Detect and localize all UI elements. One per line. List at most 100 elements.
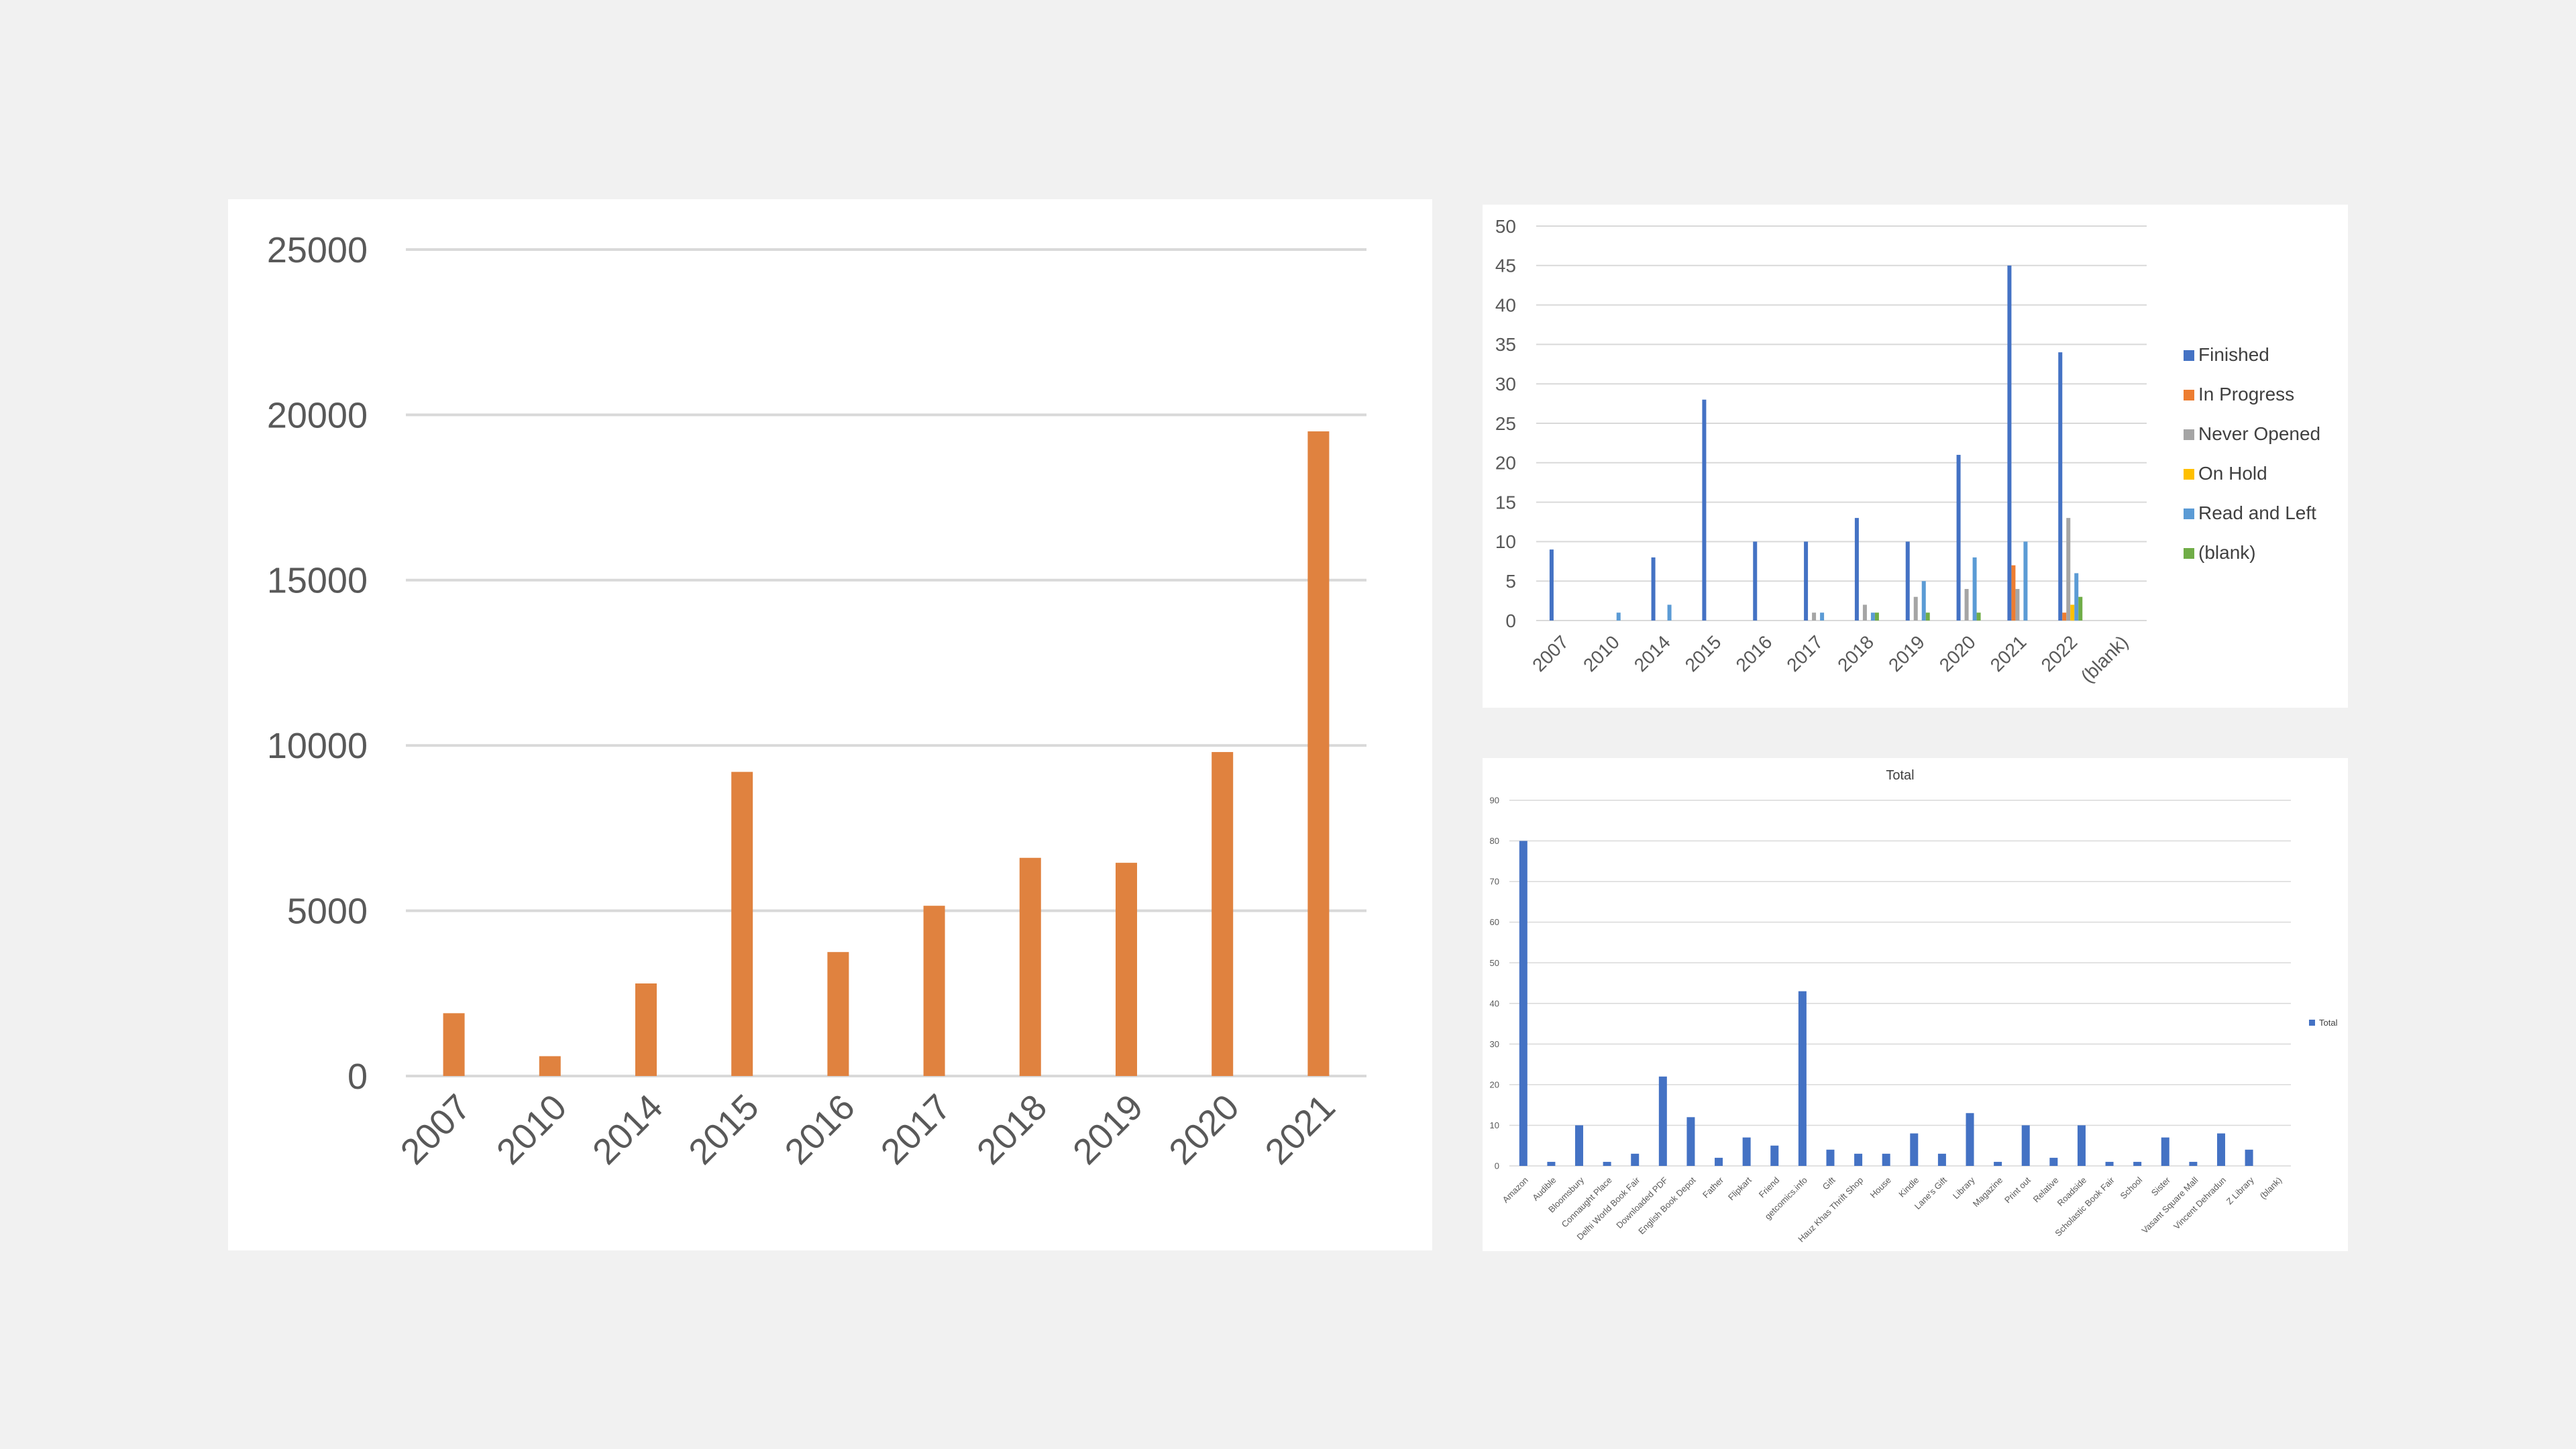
x-tick-label: Sister bbox=[2149, 1175, 2173, 1198]
bar--blank--2018 bbox=[1874, 612, 1879, 621]
y-tick-label: 25000 bbox=[267, 230, 368, 270]
x-tick-label: Flipkart bbox=[1726, 1175, 1754, 1202]
bar-total-bloomsbury bbox=[1575, 1125, 1584, 1166]
bar-never-opened-2021 bbox=[2015, 588, 2020, 621]
bar-total-sister bbox=[2161, 1137, 2169, 1166]
legend-swatch bbox=[2184, 548, 2194, 559]
x-tick-label: Gift bbox=[1821, 1175, 1837, 1191]
bar-total-hauz-khas-thrift-shop bbox=[1854, 1153, 1863, 1166]
x-tick-label: House bbox=[1868, 1175, 1893, 1200]
y-tick-label: 0 bbox=[1505, 610, 1516, 631]
x-tick-label: Magazine bbox=[1971, 1175, 2004, 1209]
y-tick-label: 50 bbox=[1490, 958, 1499, 968]
bar-finished-2017 bbox=[1804, 541, 1809, 621]
bar-total-school bbox=[2133, 1161, 2142, 1166]
chart-title: Total bbox=[1886, 768, 1914, 783]
legend-label: Finished bbox=[2198, 344, 2269, 365]
bar-read-and-left-2010 bbox=[1616, 612, 1621, 621]
bar-value-2020 bbox=[1212, 752, 1234, 1076]
x-tick-label: Connaught Place bbox=[1560, 1175, 1614, 1230]
legend-label: On Hold bbox=[2198, 463, 2267, 484]
bar-never-opened-2022 bbox=[2066, 518, 2071, 621]
legend-swatch bbox=[2309, 1020, 2315, 1026]
bar-in-progress-2022 bbox=[2062, 612, 2067, 621]
bar-finished-2014 bbox=[1651, 557, 1656, 621]
status-clustered-bar-chart: 0 5 10 15 20 25 30 35 40 45 50 2007 2010 2014 2015 2016… bbox=[1495, 216, 2320, 687]
bar-value-2019 bbox=[1116, 863, 1137, 1076]
bar-finished-2022 bbox=[2058, 352, 2063, 621]
y-tick-label: 40 bbox=[1490, 998, 1499, 1008]
x-tick-label: Vincent Dehradun bbox=[2171, 1175, 2228, 1232]
x-tick-label: 2018 bbox=[1833, 631, 1878, 676]
y-tick-label: 40 bbox=[1495, 294, 1516, 315]
x-tick-label: 2010 bbox=[1579, 631, 1623, 676]
bar-read-and-left-2021 bbox=[2023, 541, 2028, 621]
bar-total-vasant-square-mall bbox=[2189, 1161, 2198, 1166]
y-tick-label: 10 bbox=[1495, 531, 1516, 552]
bar-total-flipkart bbox=[1742, 1137, 1751, 1166]
y-tick-label: 35 bbox=[1495, 334, 1516, 355]
y-tick-label: 5000 bbox=[287, 892, 368, 932]
x-tick-label: 2016 bbox=[1732, 631, 1776, 676]
bar-read-and-left-2018 bbox=[1870, 612, 1875, 621]
bar-total-print-out bbox=[2021, 1125, 2030, 1166]
bar-never-opened-2018 bbox=[1862, 604, 1867, 621]
legend-label: (blank) bbox=[2198, 542, 2256, 563]
bar-value-2015 bbox=[731, 771, 753, 1076]
bar-total-scholastic-book-fair bbox=[2105, 1161, 2114, 1166]
y-tick-label: 15 bbox=[1495, 492, 1516, 513]
x-tick-label: 2020 bbox=[1935, 631, 1980, 676]
y-tick-label: 15000 bbox=[267, 561, 368, 601]
legend-label: Never Opened bbox=[2198, 423, 2320, 444]
x-tick-label: 2014 bbox=[585, 1087, 670, 1172]
bar-total-amazon bbox=[1519, 841, 1527, 1166]
legend-label: Read and Left bbox=[2198, 502, 2316, 523]
bar-in-progress-2021 bbox=[2011, 565, 2016, 621]
y-tick-label: 10000 bbox=[267, 726, 368, 766]
bar-never-opened-2017 bbox=[1812, 612, 1817, 621]
chart-panel-years: 0 5000 10000 15000 20000 25000 2007 2010 2014 201… bbox=[228, 199, 1432, 1250]
legend-swatch bbox=[2184, 350, 2194, 361]
y-tick-label: 30 bbox=[1495, 374, 1516, 394]
bar-read-and-left-2014 bbox=[1667, 604, 1672, 621]
bar-total-relative bbox=[2049, 1157, 2058, 1166]
legend-swatch bbox=[2184, 508, 2194, 519]
x-tick-label: Downloaded PDF bbox=[1614, 1175, 1670, 1230]
bar-total-gift bbox=[1826, 1149, 1835, 1166]
y-tick-label: 45 bbox=[1495, 256, 1516, 276]
x-tick-label: 2007 bbox=[393, 1087, 478, 1172]
y-tick-label: 0 bbox=[1495, 1161, 1499, 1171]
x-tick-label: 2007 bbox=[1528, 631, 1572, 676]
y-tick-label: 5 bbox=[1505, 571, 1516, 592]
bar-total-magazine bbox=[1994, 1161, 2002, 1166]
bar-total-delhi-world-book-fair bbox=[1631, 1153, 1640, 1166]
x-tick-label: 2015 bbox=[681, 1087, 766, 1172]
bar-read-and-left-2020 bbox=[1972, 557, 1977, 621]
x-tick-label: 2018 bbox=[969, 1087, 1055, 1172]
x-tick-label: 2019 bbox=[1884, 631, 1929, 676]
bar-finished-2015 bbox=[1702, 399, 1707, 621]
x-tick-label: 2010 bbox=[489, 1087, 574, 1172]
x-tick-label: Amazon bbox=[1501, 1175, 1530, 1205]
x-tick-label: Z Library bbox=[2224, 1175, 2256, 1206]
y-tick-label: 70 bbox=[1490, 877, 1499, 887]
bar-finished-2018 bbox=[1854, 518, 1859, 621]
bar-total-english-book-depot bbox=[1686, 1117, 1695, 1166]
legend-swatch bbox=[2184, 469, 2194, 480]
x-tick-label: Print out bbox=[2002, 1175, 2033, 1205]
bar-finished-2016 bbox=[1753, 541, 1758, 621]
bar-total-downloaded-pdf bbox=[1658, 1076, 1667, 1166]
bar-total-friend bbox=[1770, 1145, 1779, 1166]
x-tick-label: 2021 bbox=[1258, 1087, 1343, 1172]
x-tick-label: (blank) bbox=[2258, 1175, 2284, 1201]
y-tick-label: 90 bbox=[1490, 796, 1499, 806]
bar-total-lane-s-gift bbox=[1937, 1153, 1946, 1166]
x-tick-label: 2019 bbox=[1065, 1087, 1150, 1172]
x-tick-label: Kindle bbox=[1896, 1175, 1921, 1199]
x-tick-label: 2022 bbox=[2037, 631, 2082, 676]
bar--blank--2019 bbox=[1925, 612, 1930, 621]
chart-panel-source: Total 0 10 20 30 40 50 60 70 80 90 Amazon Audible Blo… bbox=[1483, 758, 2348, 1251]
x-tick-label: 2015 bbox=[1681, 631, 1725, 676]
